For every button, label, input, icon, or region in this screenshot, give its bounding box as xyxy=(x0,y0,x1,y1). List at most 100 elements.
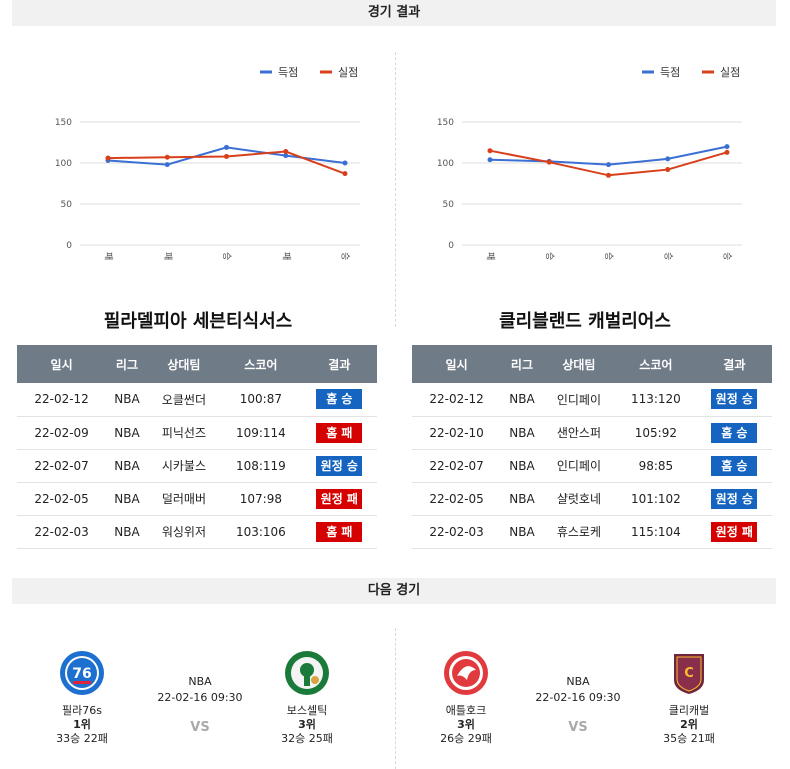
data-point-allowed xyxy=(164,154,170,160)
table-row: 22-02-12 NBA 오클썬더 100:87 홈 승 xyxy=(17,383,377,417)
data-point-allowed xyxy=(724,149,730,155)
cell-opponent: 휴스로케 xyxy=(542,515,616,549)
x-tick-label: 승 xyxy=(662,252,673,260)
result-badge: 원정 승 xyxy=(711,488,758,509)
data-point-scored xyxy=(342,160,348,166)
table-row: 22-02-03 NBA 워싱위저 103:106 홈 패 xyxy=(17,515,377,549)
cell-result: 원정 승 xyxy=(301,449,377,483)
away-team-name: 클리캐벌 xyxy=(668,704,710,717)
table-row: 22-02-05 NBA 샬럿호네 101:102 원정 승 xyxy=(412,482,772,516)
cell-date: 22-02-03 xyxy=(412,515,502,549)
cell-league: NBA xyxy=(501,416,543,450)
y-tick-label: 150 xyxy=(55,118,72,128)
cell-date: 22-02-12 xyxy=(17,383,107,417)
team-title-cleveland: 클리블랜드 캐벌리어스 xyxy=(499,311,671,332)
match-home-team[interactable]: 애틀호크 3위 26승 29패 xyxy=(421,650,511,746)
data-point-allowed xyxy=(665,167,671,173)
cell-league: NBA xyxy=(501,449,543,483)
cell-opponent: 인디페이 xyxy=(542,449,616,483)
header-date: 일시 xyxy=(412,345,502,383)
cell-date: 22-02-10 xyxy=(412,416,502,450)
cell-opponent: 오클썬더 xyxy=(147,383,221,417)
cell-result: 홈 패 xyxy=(301,416,377,450)
table-row: 22-02-05 NBA 덜러매버 107:98 원정 패 xyxy=(17,482,377,516)
header-opponent: 상대팀 xyxy=(147,345,221,383)
x-tick-label: 승 xyxy=(603,252,614,260)
cell-score: 115:104 xyxy=(615,515,697,549)
cell-date: 22-02-12 xyxy=(412,383,502,417)
table-header-row: 일시 리그 상대팀 스코어 결과 xyxy=(412,345,772,383)
cell-result: 원정 패 xyxy=(301,482,377,516)
home-team-rank: 3위 xyxy=(457,718,475,731)
cell-league: NBA xyxy=(501,515,543,549)
cell-result: 원정 승 xyxy=(696,383,772,417)
table-header-row: 일시 리그 상대팀 스코어 결과 xyxy=(17,345,377,383)
result-badge: 원정 승 xyxy=(316,455,363,476)
header-score: 스코어 xyxy=(220,345,302,383)
away-team-record: 35승 21패 xyxy=(663,732,715,745)
results-table-cleveland: 일시 리그 상대팀 스코어 결과 22-02-12 NBA 인디페이 113:120 원… xyxy=(412,345,772,549)
away-team-rank: 2위 xyxy=(680,718,698,731)
cell-opponent: 워싱위저 xyxy=(147,515,221,549)
cell-opponent: 시카불스 xyxy=(147,449,221,483)
match-away-team[interactable]: 보스셀틱 3위 32승 25패 xyxy=(262,650,352,746)
match-datetime: 22-02-16 09:30 xyxy=(157,691,243,704)
cell-result: 원정 패 xyxy=(696,515,772,549)
result-badge: 홈 승 xyxy=(711,422,758,443)
data-point-allowed xyxy=(606,172,611,178)
data-point-allowed xyxy=(342,171,348,177)
cell-league: NBA xyxy=(106,383,148,417)
divider-bottom xyxy=(395,628,396,769)
data-point-scored xyxy=(224,144,229,150)
header-league: 리그 xyxy=(501,345,543,383)
data-point-scored xyxy=(283,153,289,159)
y-tick-label: 100 xyxy=(55,159,72,169)
cell-league: NBA xyxy=(106,449,148,483)
result-badge: 홈 패 xyxy=(316,521,363,542)
home-team-name: 애틀호크 xyxy=(445,704,487,717)
cell-league: NBA xyxy=(501,482,543,516)
cell-score: 100:87 xyxy=(220,383,302,417)
result-badge: 원정 패 xyxy=(711,521,758,542)
x-tick-label: 승 xyxy=(221,252,232,260)
cell-date: 22-02-09 xyxy=(17,416,107,450)
match-away-team[interactable]: C 클리캐벌 2위 35승 21패 xyxy=(644,650,734,746)
celtics-logo-icon xyxy=(285,651,329,695)
table-body: 22-02-12 NBA 오클썬더 100:87 홈 승 22-02-09 NBA 피닉선즈 1… xyxy=(17,383,377,549)
table-row: 22-02-03 NBA 휴스로케 115:104 원정 패 xyxy=(412,515,772,549)
cell-result: 홈 패 xyxy=(301,515,377,549)
cell-score: 105:92 xyxy=(615,416,697,450)
data-point-scored xyxy=(164,162,170,168)
header-league: 리그 xyxy=(106,345,148,383)
match-info: NBA 22-02-16 09:30 xyxy=(145,674,255,706)
x-tick-label: 패 xyxy=(280,252,291,260)
vs-label: VS xyxy=(190,720,210,735)
away-team-name: 보스셀틱 xyxy=(286,704,328,717)
section-results-title: 경기 결과 xyxy=(12,0,776,26)
home-team-name: 필라76s xyxy=(62,704,102,717)
cell-result: 홈 승 xyxy=(696,449,772,483)
x-tick-label: 패 xyxy=(485,252,496,260)
table-body: 22-02-12 NBA 인디페이 113:120 원정 승 22-02-10 NBA 샌안스… xyxy=(412,383,772,549)
cell-opponent: 인디페이 xyxy=(542,383,616,417)
y-tick-label: 0 xyxy=(66,241,72,251)
cell-score: 108:119 xyxy=(220,449,302,483)
legend-scored-label: 득점 xyxy=(660,66,680,79)
cell-league: NBA xyxy=(106,416,148,450)
data-point-allowed xyxy=(487,148,493,154)
result-badge: 홈 패 xyxy=(316,422,363,443)
result-badge: 원정 패 xyxy=(316,488,363,509)
cell-league: NBA xyxy=(501,383,543,417)
hawks-logo-icon xyxy=(444,651,488,695)
next-match-1: 76 필라76s 1위 33승 22패 NBA 22-02-16 09:30 V… xyxy=(12,640,392,760)
cell-date: 22-02-05 xyxy=(412,482,502,516)
y-tick-label: 150 xyxy=(437,118,454,128)
x-tick-label: 패 xyxy=(162,252,173,260)
cell-date: 22-02-05 xyxy=(17,482,107,516)
data-point-scored xyxy=(724,144,730,150)
match-home-team[interactable]: 76 필라76s 1위 33승 22패 xyxy=(37,650,127,746)
match-league: NBA xyxy=(188,675,212,688)
chart-right-svg: 0 50 100 150 패 승 승 승 승 득점 실점 xyxy=(437,66,742,260)
next-match-2: 애틀호크 3위 26승 29패 NBA 22-02-16 09:30 VS C … xyxy=(395,640,775,760)
away-team-record: 32승 25패 xyxy=(281,732,333,745)
